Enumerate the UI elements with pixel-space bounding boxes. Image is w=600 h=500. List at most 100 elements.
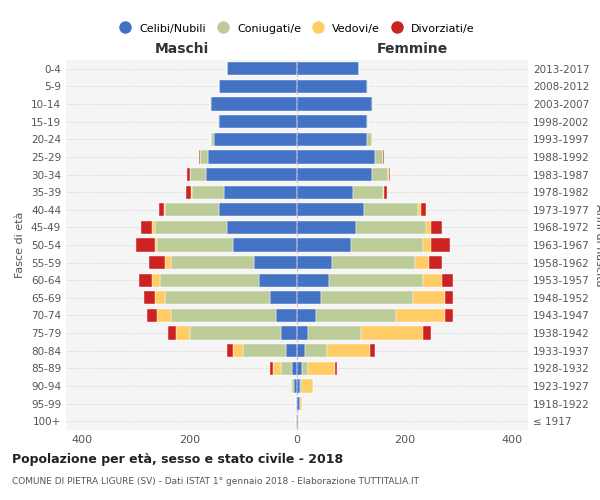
Bar <box>233 344 243 358</box>
Bar <box>297 326 308 340</box>
Bar <box>139 274 152 287</box>
Bar <box>166 256 171 269</box>
Bar <box>298 414 299 428</box>
Bar <box>186 186 191 198</box>
Bar <box>372 98 373 110</box>
Bar <box>418 203 421 216</box>
Bar <box>308 362 335 375</box>
Bar <box>297 256 332 269</box>
Bar <box>254 256 297 269</box>
Bar <box>297 132 367 146</box>
Bar <box>297 380 299 392</box>
Bar <box>351 238 423 252</box>
Bar <box>192 186 224 198</box>
Bar <box>224 186 297 198</box>
Bar <box>297 80 367 93</box>
Bar <box>296 414 297 428</box>
Bar <box>176 326 190 340</box>
Bar <box>389 168 391 181</box>
Bar <box>445 291 453 304</box>
Y-axis label: Anni di nascita: Anni di nascita <box>593 204 600 286</box>
Bar <box>297 238 351 252</box>
Bar <box>157 238 233 252</box>
Bar <box>146 309 157 322</box>
Bar <box>383 186 384 198</box>
Bar <box>364 203 418 216</box>
Bar <box>227 221 297 234</box>
Bar <box>171 309 275 322</box>
Bar <box>199 150 200 164</box>
Bar <box>426 221 431 234</box>
Bar <box>270 291 297 304</box>
Bar <box>367 115 368 128</box>
Bar <box>259 274 297 287</box>
Bar <box>297 62 359 76</box>
Bar <box>190 326 281 340</box>
Bar <box>227 344 233 358</box>
Bar <box>295 380 297 392</box>
Bar <box>302 362 308 375</box>
Bar <box>442 274 453 287</box>
Bar <box>211 98 297 110</box>
Bar <box>218 115 219 128</box>
Bar <box>297 186 353 198</box>
Bar <box>219 203 297 216</box>
Bar <box>136 238 155 252</box>
Bar <box>316 309 397 322</box>
Bar <box>166 291 270 304</box>
Bar <box>375 150 383 164</box>
Bar <box>152 221 155 234</box>
Bar <box>321 291 413 304</box>
Bar <box>428 256 442 269</box>
Bar <box>273 362 281 375</box>
Bar <box>292 362 297 375</box>
Bar <box>302 380 313 392</box>
Bar <box>275 309 297 322</box>
Bar <box>367 80 368 93</box>
Bar <box>219 115 297 128</box>
Bar <box>361 326 423 340</box>
Bar <box>290 380 292 392</box>
Bar <box>384 186 387 198</box>
Bar <box>297 115 367 128</box>
Y-axis label: Fasce di età: Fasce di età <box>16 212 25 278</box>
Bar <box>326 344 370 358</box>
Bar <box>166 203 219 216</box>
Bar <box>356 221 426 234</box>
Text: Popolazione per età, sesso e stato civile - 2018: Popolazione per età, sesso e stato civil… <box>12 452 343 466</box>
Bar <box>159 203 164 216</box>
Bar <box>155 221 227 234</box>
Bar <box>299 397 302 410</box>
Bar <box>332 256 415 269</box>
Bar <box>415 256 428 269</box>
Bar <box>367 132 372 146</box>
Bar <box>413 291 445 304</box>
Bar <box>144 291 155 304</box>
Bar <box>297 221 356 234</box>
Bar <box>297 150 375 164</box>
Bar <box>191 186 192 198</box>
Bar <box>211 132 214 146</box>
Bar <box>297 344 305 358</box>
Bar <box>190 168 206 181</box>
Bar <box>200 150 208 164</box>
Text: Femmine: Femmine <box>377 42 448 56</box>
Bar <box>164 203 166 216</box>
Bar <box>297 397 299 410</box>
Bar <box>296 397 297 410</box>
Bar <box>297 98 372 110</box>
Bar <box>155 238 157 252</box>
Bar <box>219 80 297 93</box>
Bar <box>160 274 259 287</box>
Bar <box>299 380 302 392</box>
Bar <box>297 291 321 304</box>
Bar <box>210 98 211 110</box>
Bar <box>281 362 292 375</box>
Bar <box>270 362 273 375</box>
Bar <box>152 274 160 287</box>
Bar <box>308 326 361 340</box>
Bar <box>208 150 297 164</box>
Bar <box>141 221 152 234</box>
Bar <box>445 309 453 322</box>
Bar <box>335 362 337 375</box>
